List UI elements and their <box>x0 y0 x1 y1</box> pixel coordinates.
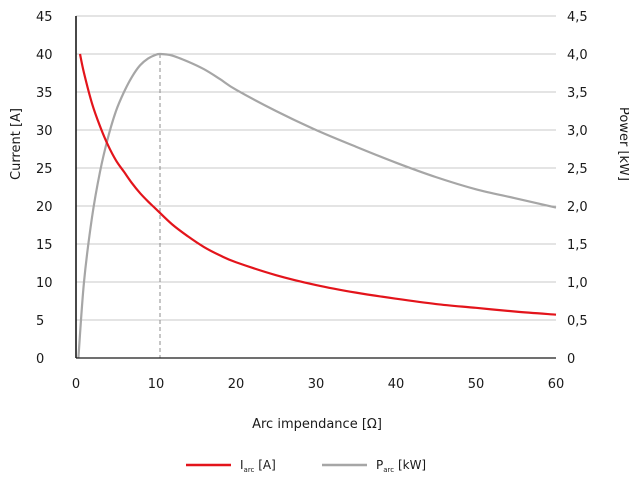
y-right-tick-label: 4,5 <box>567 10 588 25</box>
y-axis-label-right: Power [kW] <box>616 107 629 181</box>
x-tick-label: 30 <box>308 377 325 392</box>
series-line-current <box>78 53 557 316</box>
y-right-tick-label: 1,0 <box>567 276 588 291</box>
y-left-tick-label: 40 <box>36 48 53 63</box>
series-group <box>77 52 557 359</box>
y-left-tick-label: 5 <box>36 314 44 329</box>
x-tick-label: 50 <box>468 377 485 392</box>
y-right-tick-label: 3,5 <box>567 86 588 101</box>
x-tick-label: 60 <box>548 377 565 392</box>
x-tick-labels: 0 10 20 30 40 50 60 <box>72 377 564 392</box>
y-left-tick-label: 0 <box>36 352 44 367</box>
legend-label: Iarc [A] <box>240 458 276 474</box>
x-tick-label: 40 <box>388 377 405 392</box>
y-left-tick-labels: 0 5 10 15 20 25 30 35 40 45 <box>36 10 53 367</box>
series-line-power <box>77 52 557 359</box>
x-axis-label: Arc impendance [Ω] <box>252 417 382 432</box>
y-left-tick-label: 35 <box>36 86 53 101</box>
legend: Iarc [A] Parc [kW] <box>186 458 426 474</box>
legend-label: Parc [kW] <box>376 458 426 474</box>
x-tick-label: 20 <box>228 377 245 392</box>
y-right-tick-labels: 0 0,5 1,0 1,5 2,0 2,5 3,0 3,5 4,0 4,5 <box>567 10 588 367</box>
axes <box>75 16 556 359</box>
grid-lines <box>76 15 556 321</box>
y-left-tick-label: 20 <box>36 200 53 215</box>
y-left-tick-label: 30 <box>36 124 53 139</box>
y-left-tick-label: 45 <box>36 10 53 25</box>
y-left-tick-label: 10 <box>36 276 53 291</box>
x-tick-label: 0 <box>72 377 80 392</box>
y-right-tick-label: 3,0 <box>567 124 588 139</box>
y-right-tick-label: 0 <box>567 352 575 367</box>
y-right-tick-label: 2,5 <box>567 162 588 177</box>
y-right-tick-label: 1,5 <box>567 238 588 253</box>
y-left-tick-label: 25 <box>36 162 53 177</box>
y-right-tick-label: 2,0 <box>567 200 588 215</box>
y-left-tick-label: 15 <box>36 238 53 253</box>
y-axis-label-left: Current [A] <box>9 108 24 180</box>
y-right-tick-label: 0,5 <box>567 314 588 329</box>
y-right-tick-label: 4,0 <box>567 48 588 63</box>
x-tick-label: 10 <box>148 377 165 392</box>
